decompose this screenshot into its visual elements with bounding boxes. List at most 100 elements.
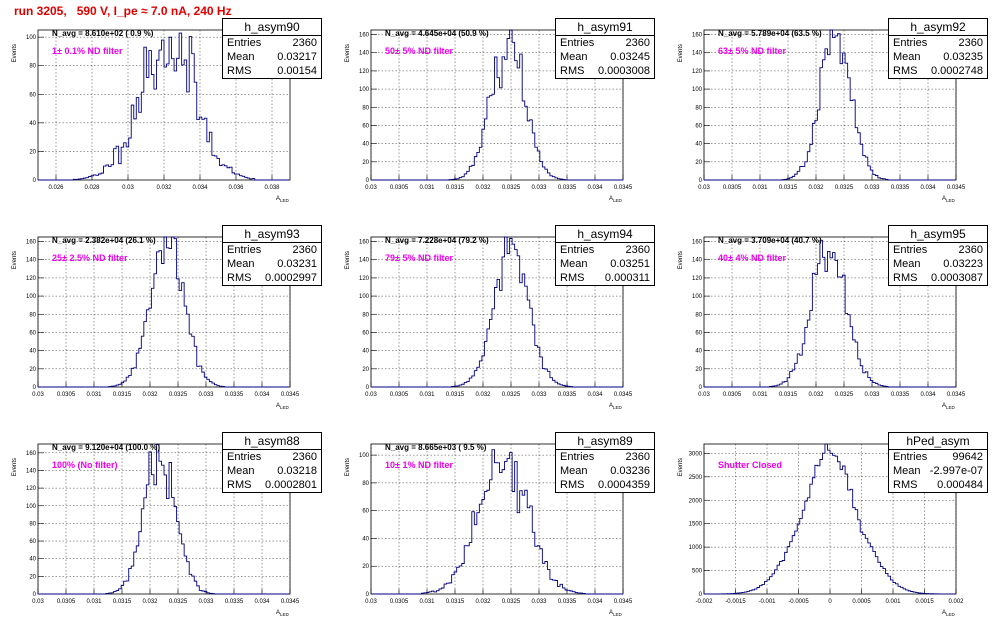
y-tick-label: 40 bbox=[695, 349, 702, 355]
stats-row-entries: Entries 2360 bbox=[556, 450, 654, 464]
y-tick-label: 80 bbox=[362, 105, 369, 111]
stats-value: 0.03223 bbox=[943, 258, 983, 270]
stats-title: h_asym88 bbox=[223, 433, 321, 450]
y-tick-label: 160 bbox=[359, 33, 370, 39]
x-tick-label: -0.0005 bbox=[788, 599, 809, 605]
y-tick-label: 2000 bbox=[689, 498, 703, 504]
x-tick-label: 0.033 bbox=[198, 392, 214, 398]
x-tick-label: 0.033 bbox=[531, 185, 547, 191]
filter-annotation: 1± 0.1% ND filter bbox=[52, 46, 123, 56]
x-tick-label: 0.0345 bbox=[614, 392, 633, 398]
x-tick-label: 0.032 bbox=[156, 185, 172, 191]
histogram-panel-h_asym90: 0.026 0.028 0.03 0.032 0.034 0.036 0.038 0 20 40 6… bbox=[0, 18, 330, 225]
x-tick-label: 0.031 bbox=[419, 599, 435, 605]
stats-row-rms: RMS 0.000484 bbox=[889, 478, 987, 492]
stats-label: Mean bbox=[893, 258, 921, 270]
stats-label: Entries bbox=[227, 37, 262, 49]
y-tick-label: 0 bbox=[33, 385, 37, 391]
y-tick-label: 20 bbox=[29, 574, 36, 580]
stats-row-rms: RMS 0.000311 bbox=[556, 271, 654, 285]
filter-annotation: 100% (No filter) bbox=[52, 460, 118, 470]
y-tick-label: 120 bbox=[359, 69, 370, 75]
x-axis-label: ALED bbox=[276, 403, 290, 410]
x-tick-label: 0.031 bbox=[752, 392, 768, 398]
x-tick-label: 0.0305 bbox=[390, 392, 409, 398]
x-tick-label: 0.0335 bbox=[558, 599, 577, 605]
stats-label: RMS bbox=[893, 65, 918, 77]
stats-box: hPed_asym Entries 99642 Mean -2.997e-07 RMS 0.… bbox=[888, 432, 988, 493]
y-tick-label: 20 bbox=[695, 160, 702, 166]
histogram-panel-h_asym95: 0.03 0.0305 0.031 0.0315 0.032 0.0325 0.033 0.0… bbox=[666, 225, 996, 432]
stats-row-mean: Mean 0.03231 bbox=[223, 257, 321, 271]
y-tick-label: 120 bbox=[26, 486, 37, 492]
y-tick-label: 20 bbox=[29, 149, 36, 155]
y-tick-label: 40 bbox=[29, 121, 36, 127]
x-tick-label: 0.033 bbox=[864, 392, 880, 398]
x-tick-label: 0.034 bbox=[192, 185, 208, 191]
stats-row-rms: RMS 0.0002801 bbox=[223, 478, 321, 492]
stats-label: RMS bbox=[227, 65, 252, 77]
stats-row-entries: Entries 2360 bbox=[223, 243, 321, 257]
x-tick-label: 0.031 bbox=[86, 392, 102, 398]
y-tick-label: 100 bbox=[692, 87, 703, 93]
stats-row-rms: RMS 0.0003087 bbox=[889, 271, 987, 285]
stats-row-mean: Mean 0.03223 bbox=[889, 257, 987, 271]
stats-box: h_asym95 Entries 2360 Mean 0.03223 RMS 0.00030… bbox=[888, 225, 988, 286]
y-tick-label: 120 bbox=[359, 276, 370, 282]
stats-value: 0.03251 bbox=[610, 258, 650, 270]
stats-label: Mean bbox=[893, 51, 921, 63]
n-avg-label: N_avg = 9.120e+04 (100.0 %) bbox=[52, 443, 161, 452]
x-tick-label: 0.034 bbox=[254, 392, 270, 398]
y-tick-label: 80 bbox=[29, 64, 36, 70]
histogram-panel-h_asym92: 0.03 0.0305 0.031 0.0315 0.032 0.0325 0.033 0.0… bbox=[666, 18, 996, 225]
x-tick-label: 0.0325 bbox=[169, 392, 188, 398]
x-tick-label: 0.033 bbox=[531, 599, 547, 605]
x-tick-label: 0.0005 bbox=[852, 599, 871, 605]
n-avg-label: N_avg = 2.382e+04 (26.1 %) bbox=[52, 236, 156, 245]
x-tick-label: 0.0315 bbox=[446, 185, 465, 191]
histogram-series bbox=[704, 239, 956, 388]
x-tick-label: 0.033 bbox=[531, 392, 547, 398]
stats-row-entries: Entries 2360 bbox=[889, 243, 987, 257]
y-tick-label: 120 bbox=[26, 276, 37, 282]
x-tick-label: 0.0325 bbox=[502, 185, 521, 191]
filter-annotation: 10± 1% ND filter bbox=[385, 460, 453, 470]
stats-label: RMS bbox=[893, 272, 918, 284]
y-tick-label: 60 bbox=[362, 330, 369, 336]
y-tick-label: 100 bbox=[26, 504, 37, 510]
stats-label: Mean bbox=[227, 51, 255, 63]
stats-value: 0.03231 bbox=[277, 258, 317, 270]
stats-label: RMS bbox=[560, 272, 585, 284]
stats-value: 2360 bbox=[958, 37, 983, 49]
x-axis-label: ALED bbox=[942, 610, 956, 617]
x-tick-label: 0.036 bbox=[228, 185, 244, 191]
stats-row-mean: Mean 0.03245 bbox=[556, 50, 654, 64]
filter-annotation: 25± 2.5% ND filter bbox=[52, 253, 128, 263]
x-tick-label: 0.0345 bbox=[281, 599, 300, 605]
y-tick-label: 40 bbox=[695, 142, 702, 148]
x-tick-label: 0.03 bbox=[365, 599, 377, 605]
x-tick-label: 0.0305 bbox=[57, 599, 76, 605]
x-tick-label: 0.0345 bbox=[947, 392, 966, 398]
x-tick-label: 0.032 bbox=[808, 392, 824, 398]
x-tick-label: 0.031 bbox=[419, 185, 435, 191]
x-axis-label: ALED bbox=[609, 403, 623, 410]
y-tick-label: 140 bbox=[26, 468, 37, 474]
x-tick-label: 0.033 bbox=[198, 599, 214, 605]
x-tick-label: 0.0335 bbox=[225, 392, 244, 398]
stats-label: RMS bbox=[227, 479, 252, 491]
filter-annotation: 40± 4% ND filter bbox=[718, 253, 786, 263]
x-tick-label: -0.001 bbox=[758, 599, 776, 605]
x-tick-label: 0.031 bbox=[752, 185, 768, 191]
y-tick-label: 80 bbox=[695, 105, 702, 111]
y-tick-label: 100 bbox=[359, 453, 370, 459]
y-tick-label: 60 bbox=[29, 330, 36, 336]
x-tick-label: 0.0305 bbox=[390, 185, 409, 191]
y-tick-label: 60 bbox=[695, 330, 702, 336]
y-tick-label: 60 bbox=[362, 123, 369, 129]
stats-value: 0.000484 bbox=[937, 479, 983, 491]
x-tick-label: 0.034 bbox=[920, 185, 936, 191]
y-tick-label: 80 bbox=[362, 312, 369, 318]
x-tick-label: 0.03 bbox=[698, 185, 710, 191]
stats-label: RMS bbox=[227, 272, 252, 284]
